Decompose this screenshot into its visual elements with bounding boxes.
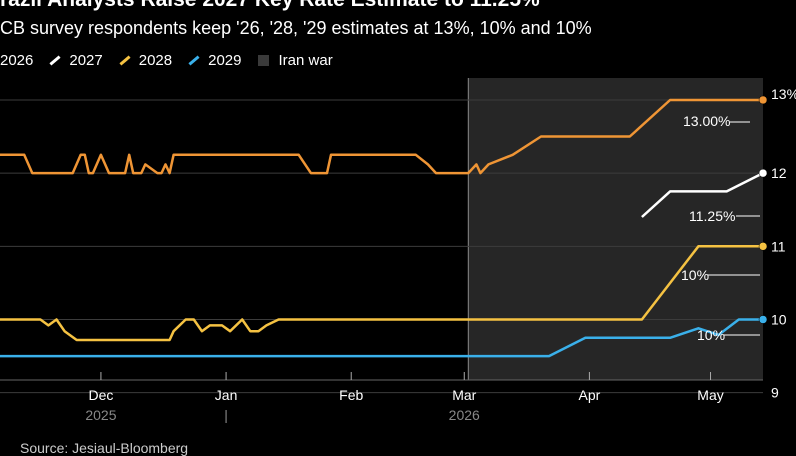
- series-line-2028: [0, 245, 763, 342]
- y-tick-label: 10: [771, 312, 787, 328]
- x-tick-label: Dec: [88, 387, 113, 403]
- series-end-dot-2029: [758, 315, 768, 324]
- y-tick-label: 11: [771, 238, 786, 254]
- x-tick-sublabel: 2026: [449, 407, 480, 423]
- series-line-2027: [641, 171, 764, 218]
- x-tick-label: Jan: [215, 387, 238, 403]
- series-end-dot-2028: [758, 242, 768, 251]
- x-tick-sublabel: |: [224, 407, 228, 423]
- legend-item-2029: 2029: [188, 52, 242, 69]
- legend: 2026 2027 2028 2029 Iran war: [0, 52, 349, 69]
- legend-label-2027: 2027: [69, 52, 103, 69]
- y-tick-label: 9: [771, 385, 779, 401]
- legend-item-2027: 2027: [49, 52, 103, 69]
- y-tick-label: 13%: [771, 86, 796, 102]
- callout-label-2027: 11.25%: [689, 208, 735, 224]
- legend-label-iran-war: Iran war: [278, 52, 333, 69]
- series-end-dot-2026: [758, 95, 768, 105]
- legend-swatch-iran-war: [257, 55, 269, 66]
- series-end-dot-2027: [758, 168, 768, 178]
- callout-label-2029: 10%: [697, 327, 725, 343]
- x-tick-label: Apr: [579, 387, 601, 403]
- chart-title: razil Analysts Raise 2027 Key Rate Estim…: [0, 0, 540, 12]
- legend-label-2026: 2026: [0, 52, 34, 69]
- legend-item-2028: 2028: [119, 52, 172, 69]
- x-tick-label: May: [697, 387, 723, 403]
- legend-item-2026: 2026: [0, 52, 33, 69]
- y-tick-label: 12: [771, 165, 787, 181]
- callout-label-2028: 10%: [681, 267, 709, 283]
- legend-item-iran-war: Iran war: [257, 52, 333, 69]
- chart-subtitle: CB survey respondents keep '26, '28, '29…: [0, 18, 592, 38]
- x-tick-label: Feb: [339, 387, 363, 403]
- source-note: Source: Jesiaul-Bloomberg: [20, 440, 189, 456]
- series-line-2026: [0, 98, 763, 175]
- series-line-2029: [0, 318, 763, 358]
- x-tick-label: Mar: [452, 387, 476, 403]
- callout-label-2026: 13.00%: [683, 113, 730, 129]
- legend-label-2029: 2029: [208, 52, 242, 69]
- legend-label-2028: 2028: [138, 52, 173, 69]
- x-tick-sublabel: 2025: [85, 407, 116, 423]
- shaded-region-iran-war: [468, 78, 763, 380]
